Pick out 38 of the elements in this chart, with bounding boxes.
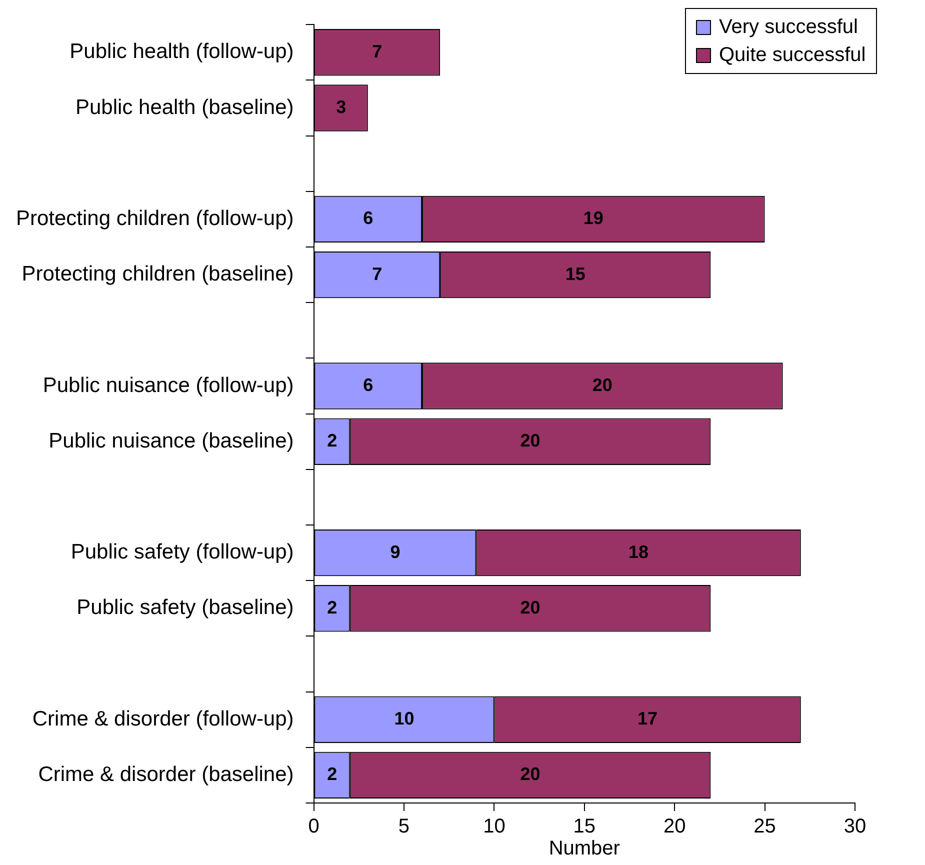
data-label: 20 — [592, 374, 612, 395]
data-label: 2 — [327, 764, 338, 784]
data-label: 7 — [372, 264, 382, 284]
y-tick-label: Public safety (follow-up) — [70, 540, 294, 564]
y-tick-label: Crime & disorder (follow-up) — [32, 707, 294, 730]
y-tick-label: Protecting children (follow-up) — [16, 206, 294, 230]
data-label: 18 — [628, 542, 649, 562]
data-label: 15 — [565, 264, 586, 284]
y-tick-label: Protecting children (baseline) — [22, 262, 294, 286]
data-label: 2 — [327, 597, 338, 618]
legend-label: Quite successful — [719, 43, 866, 68]
y-tick-label: Public nuisance (follow-up) — [42, 374, 294, 397]
x-tick-label: 15 — [573, 816, 596, 838]
x-tick-label: 5 — [398, 816, 410, 838]
data-label: 7 — [372, 41, 382, 62]
data-label: 2 — [327, 430, 338, 451]
legend-label: Very successful — [719, 15, 858, 40]
data-label: 20 — [520, 430, 540, 451]
data-label: 19 — [583, 208, 604, 228]
data-label: 3 — [336, 96, 346, 117]
x-tick-label: 0 — [308, 816, 320, 838]
data-label: 6 — [363, 208, 374, 228]
data-label: 9 — [390, 542, 400, 562]
x-tick-label: 20 — [663, 816, 686, 838]
data-label: 20 — [520, 597, 540, 618]
x-tick-label: 10 — [483, 816, 506, 838]
data-label: 20 — [520, 764, 540, 784]
data-label: 17 — [638, 708, 658, 729]
y-tick-label: Crime & disorder (baseline) — [38, 762, 294, 786]
data-label: 10 — [394, 708, 414, 729]
y-tick-label: Public nuisance (baseline) — [48, 429, 294, 452]
y-tick-label: Public health (follow-up) — [70, 40, 294, 64]
data-label: 6 — [363, 374, 374, 395]
y-tick-label: Public health (baseline) — [75, 96, 294, 119]
x-tick-label: 25 — [754, 816, 776, 838]
x-axis-title: Number — [548, 838, 620, 860]
y-tick-label: Public safety (baseline) — [76, 596, 294, 620]
x-tick-label: 30 — [844, 816, 866, 838]
